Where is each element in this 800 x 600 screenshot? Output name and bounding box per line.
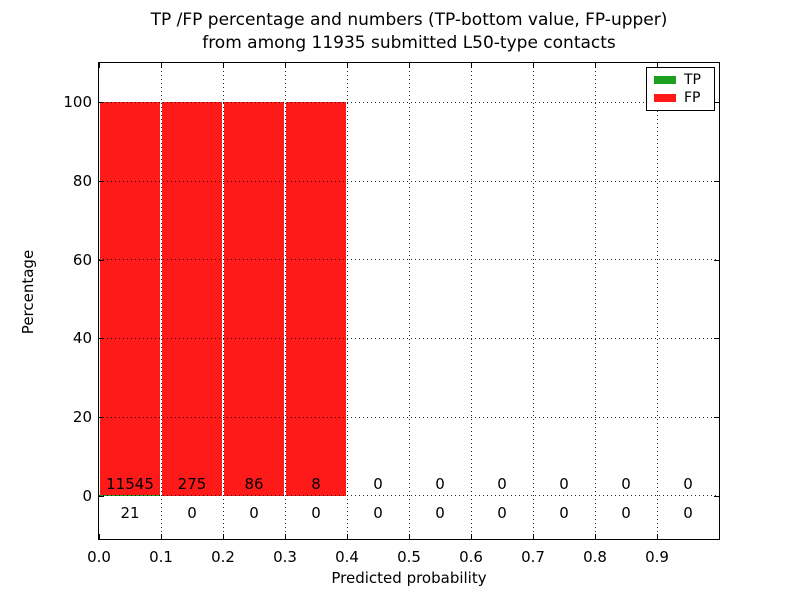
plot-area: TP FP 11545 21 275 0 86 0 8 0 0 0 0 0 0 0 0 0 0 0 0 0 [98,62,720,540]
y-tick-left [99,259,104,261]
gridline-vertical [656,63,658,539]
x-tick-bottom [409,534,410,539]
legend-entry-fp: FP [654,91,707,105]
y-tick-right [714,417,719,419]
x-tick-top [409,63,410,68]
x-tick-label: 0.0 [87,548,111,566]
y-tick-label: 60 [72,250,92,269]
legend: TP FP [646,67,715,111]
x-tick-bottom [471,534,472,539]
legend-swatch-fp [654,94,676,103]
tp-count-label: 0 [559,503,569,522]
chart-title-line1: TP /FP percentage and numbers (TP-bottom… [150,10,668,30]
y-tick-label: 100 [63,93,92,112]
y-tick-label: 40 [72,329,92,348]
y-tick-left [99,181,104,183]
gridline-vertical [160,63,162,539]
gridline-vertical [594,63,596,539]
y-tick-label: 80 [72,172,92,191]
bar-fp [100,102,160,495]
gridline-vertical [346,63,348,539]
fp-count-label: 275 [177,474,207,493]
x-tick-label: 0.7 [521,548,545,566]
x-tick-top [657,63,658,68]
fp-count-label: 0 [435,474,445,493]
legend-swatch-tp [654,75,676,84]
x-tick-bottom [223,534,224,539]
y-tick-left [99,495,104,497]
fp-count-label: 0 [497,474,507,493]
y-tick-left [99,102,104,104]
tp-count-label: 0 [435,503,445,522]
fp-count-label: 0 [373,474,383,493]
x-tick-top [347,63,348,68]
fp-count-label: 86 [244,474,264,493]
x-tick-label: 0.3 [273,548,297,566]
y-tick-left [99,338,104,340]
bar-fp [286,102,346,496]
x-tick-label: 0.2 [211,548,235,566]
fp-count-label: 0 [559,474,569,493]
tp-count-label: 0 [497,503,507,522]
legend-entry-tp: TP [654,73,707,87]
y-tick-label: 0 [82,486,92,505]
fp-count-label: 0 [621,474,631,493]
x-tick-label: 0.9 [645,548,669,566]
tp-count-label: 21 [120,503,140,522]
y-tick-right [714,338,719,340]
gridline-vertical [408,63,410,539]
x-tick-top [533,63,534,68]
tp-count-label: 0 [621,503,631,522]
y-tick-right [714,259,719,261]
fp-count-label: 8 [311,474,321,493]
y-tick-left [99,417,104,419]
bar-fp [162,102,222,496]
y-axis-label: Percentage [19,249,37,335]
x-tick-top [99,63,100,68]
x-tick-bottom [657,534,658,539]
x-tick-label: 0.5 [397,548,421,566]
x-tick-bottom [595,534,596,539]
chart-title: TP /FP percentage and numbers (TP-bottom… [98,9,720,55]
x-tick-bottom [347,534,348,539]
tp-count-label: 0 [373,503,383,522]
y-tick-right [714,102,719,104]
y-tick-right [714,495,719,497]
x-tick-top [471,63,472,68]
bar-fp [224,102,284,496]
tp-count-label: 0 [683,503,693,522]
gridline-vertical [532,63,534,539]
x-tick-label: 0.4 [335,548,359,566]
gridline-vertical [284,63,286,539]
x-tick-top [161,63,162,68]
y-tick-label: 20 [72,408,92,427]
tp-count-label: 0 [249,503,259,522]
x-tick-top [285,63,286,68]
x-tick-label: 0.6 [459,548,483,566]
tp-count-label: 0 [187,503,197,522]
x-axis-label: Predicted probability [331,569,487,587]
x-tick-bottom [99,534,100,539]
y-tick-right [714,181,719,183]
x-tick-bottom [161,534,162,539]
chart-title-line2: from among 11935 submitted L50-type cont… [202,33,616,53]
x-tick-top [595,63,596,68]
x-tick-top [223,63,224,68]
x-tick-label: 0.1 [149,548,173,566]
legend-label-fp: FP [684,90,701,107]
x-tick-bottom [285,534,286,539]
x-tick-bottom [533,534,534,539]
x-tick-label: 0.8 [583,548,607,566]
fp-count-label: 11545 [106,474,154,493]
gridline-vertical [222,63,224,539]
gridline-vertical [470,63,472,539]
tp-count-label: 0 [311,503,321,522]
legend-label-tp: TP [684,71,701,88]
fp-count-label: 0 [683,474,693,493]
